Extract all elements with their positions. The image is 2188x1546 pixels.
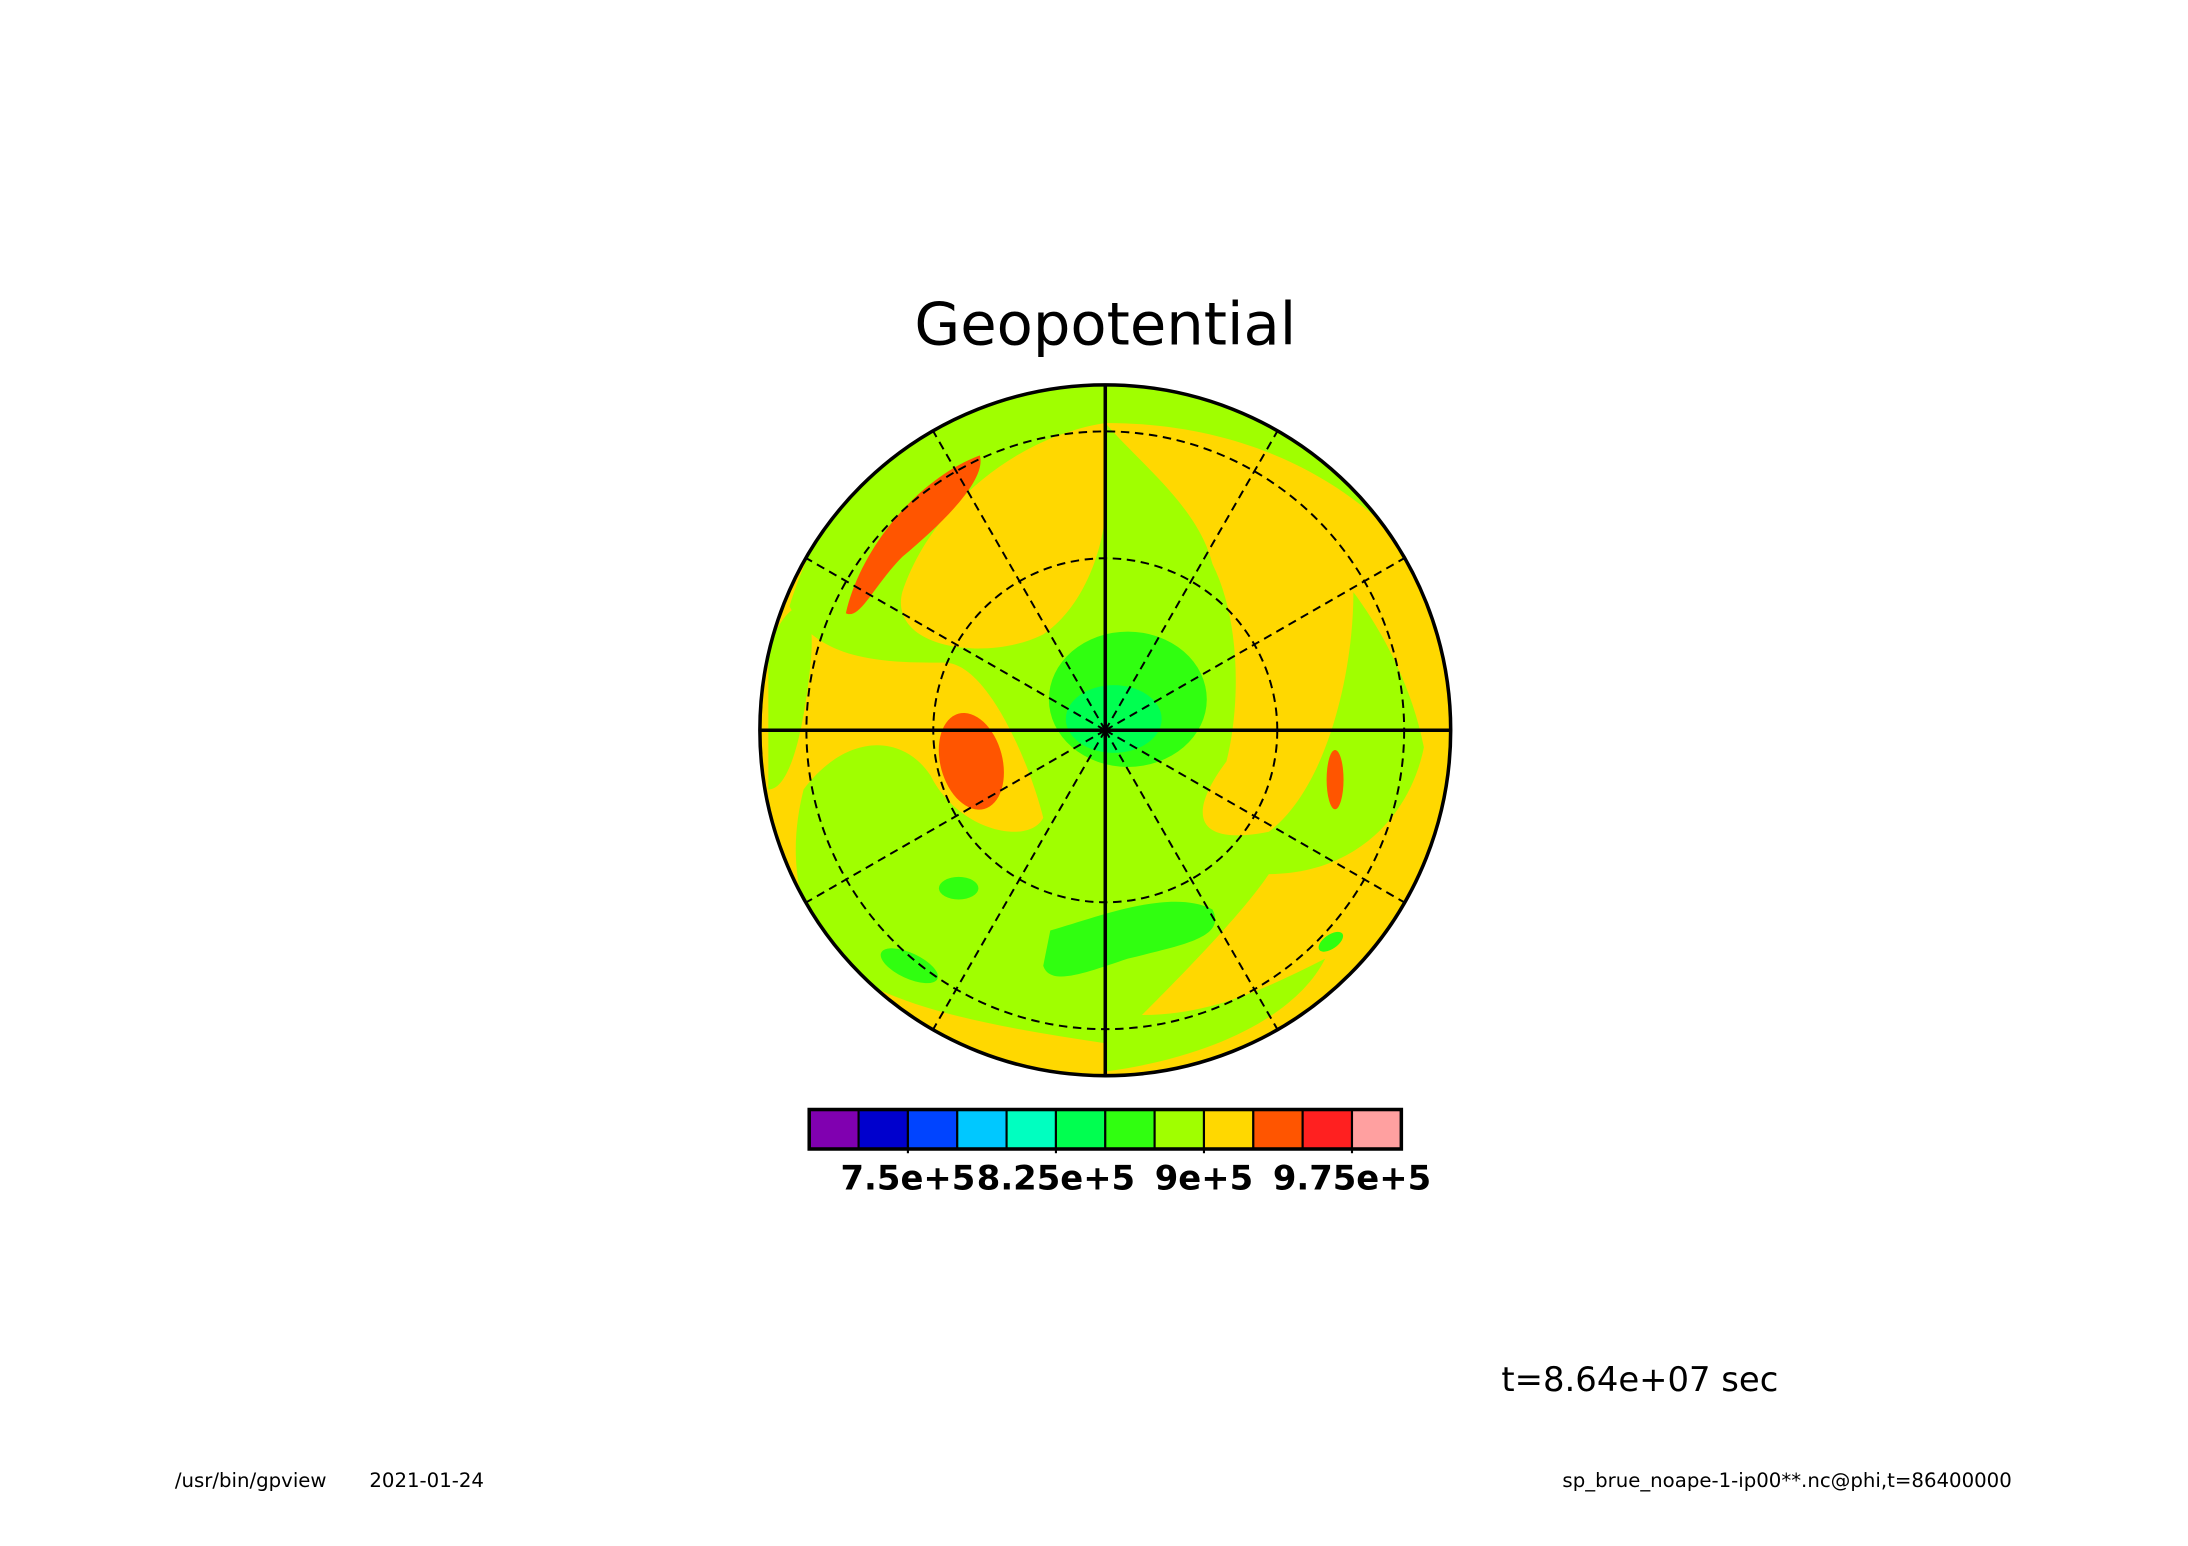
colorbar-box bbox=[1104, 1108, 1156, 1151]
colorbar-box bbox=[1005, 1108, 1057, 1151]
map-frame bbox=[758, 383, 1453, 1078]
colorbar-tick-label: 7.5e+5 bbox=[841, 1159, 976, 1198]
colorbar-tick-label: 8.25e+5 bbox=[977, 1159, 1135, 1198]
colorbar-box bbox=[906, 1108, 959, 1151]
colorbar-box bbox=[956, 1108, 1008, 1151]
colorbar-box bbox=[1153, 1108, 1206, 1151]
footer-date: 2021-01-24 bbox=[369, 1469, 484, 1492]
footer-source: sp_brue_noape-1-ip00**.nc@phi,t=86400000 bbox=[1562, 1469, 2011, 1492]
time-label: t=8.64e+07 sec bbox=[1501, 1360, 1778, 1399]
chart-title: Geopotential bbox=[914, 290, 1296, 359]
colorbar-box bbox=[1202, 1108, 1255, 1151]
colorbar-box bbox=[808, 1108, 860, 1151]
footer-program: /usr/bin/gpview bbox=[175, 1469, 327, 1492]
colorbar-box bbox=[857, 1108, 909, 1151]
colorbar-box bbox=[1252, 1108, 1304, 1151]
colorbar: 7.5e+5 8.25e+5 9e+5 9.75e+5 bbox=[807, 1107, 1431, 1198]
colorbar-box bbox=[1054, 1108, 1107, 1151]
colorbar-box bbox=[1350, 1108, 1403, 1151]
colorbar-tick-label: 9.75e+5 bbox=[1273, 1159, 1431, 1198]
colorbar-frame bbox=[807, 1107, 1404, 1151]
colorbar-tick-label: 9e+5 bbox=[1155, 1159, 1253, 1198]
colorbar-box bbox=[1301, 1108, 1354, 1151]
